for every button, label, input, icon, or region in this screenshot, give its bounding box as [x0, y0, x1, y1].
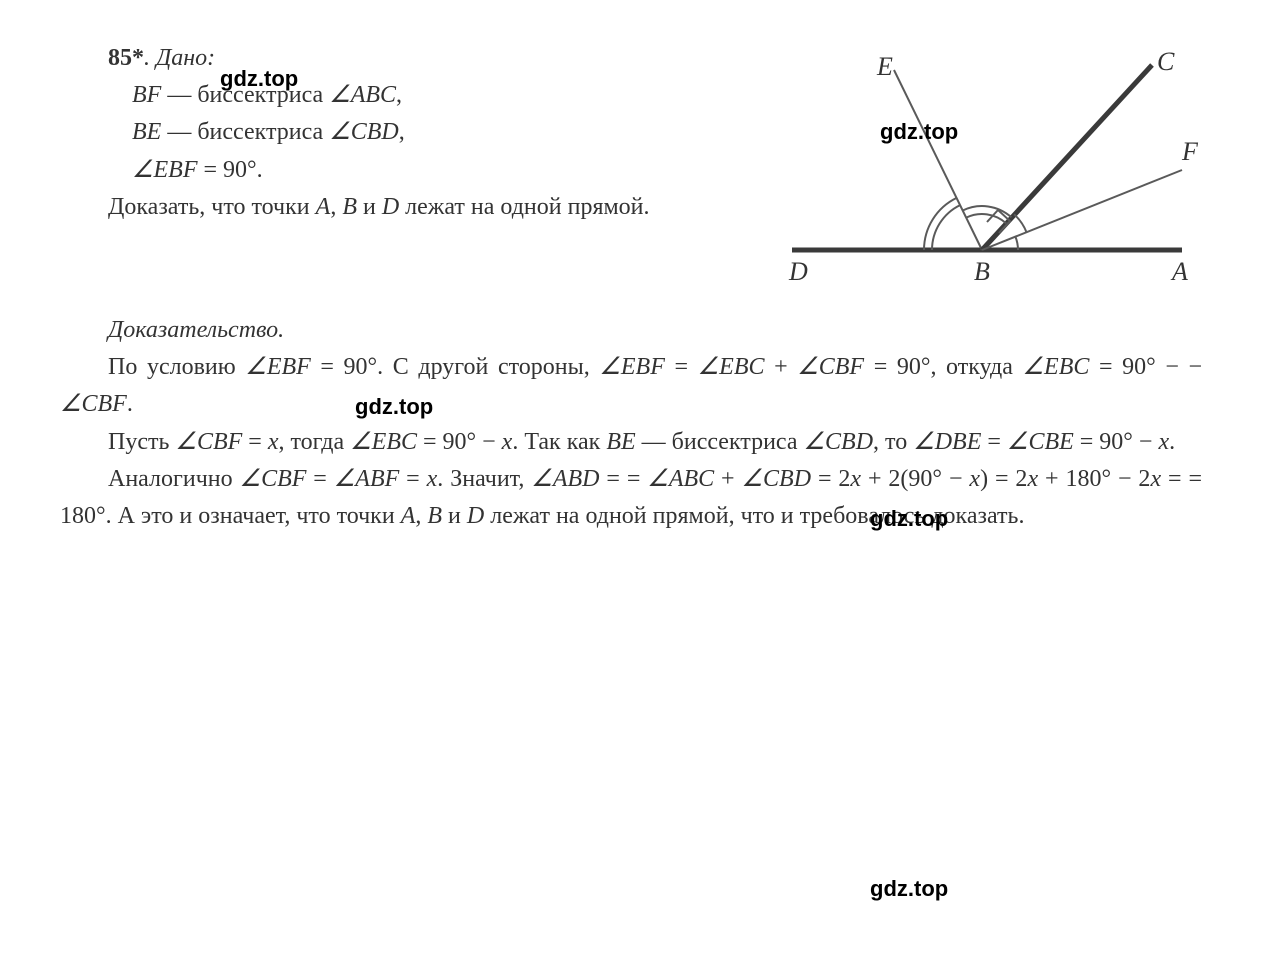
watermark-4: gdz.top — [870, 502, 948, 536]
label-E: E — [876, 52, 893, 81]
label-B: B — [974, 257, 990, 286]
given-line-3: ∠EBF = 90°. — [60, 152, 752, 189]
given-line-2: BE — биссектриса ∠CBD, — [60, 114, 752, 151]
ray-BE — [894, 70, 982, 250]
arc-EBD-2 — [932, 205, 960, 250]
label-F: F — [1181, 137, 1199, 166]
arc-FBC — [1014, 214, 1026, 232]
given-block: 85*. Дано: BF — биссектриса ∠ABC, BE — б… — [60, 40, 752, 226]
diagram-svg: E C F D B A — [782, 40, 1202, 300]
problem-number: 85* — [108, 45, 144, 71]
prove-line: Доказать, что точки A, B и D лежат на од… — [60, 189, 752, 226]
proof-para-1: По условию ∠EBF = 90°. С другой стороны,… — [60, 349, 1202, 423]
label-A: A — [1170, 257, 1188, 286]
label-D: D — [788, 257, 808, 286]
watermark-5: gdz.top — [870, 872, 948, 906]
proof-para-2: Пусть ∠CBF = x, тогда ∠EBC = 90° − x. Та… — [60, 424, 1202, 461]
proof-label: Доказательство. — [60, 312, 1202, 349]
ray-BF — [982, 170, 1182, 250]
label-C: C — [1157, 47, 1175, 76]
given-header: 85*. Дано: — [60, 40, 752, 77]
problem-content: 85*. Дано: BF — биссектриса ∠ABC, BE — б… — [60, 40, 1202, 535]
arc-CBE-1 — [966, 214, 1006, 223]
geometry-diagram: E C F D B A — [782, 40, 1202, 300]
given-label: . Дано: — [144, 45, 215, 71]
given-line-1: BF — биссектриса ∠ABC, — [60, 77, 752, 114]
proof-para-3: Аналогично ∠CBF = ∠ABF = x. Значит, ∠ABD… — [60, 461, 1202, 535]
watermark-2: gdz.top — [880, 115, 958, 149]
watermark-3: gdz.top — [355, 390, 433, 424]
watermark-1: gdz.top — [220, 62, 298, 96]
